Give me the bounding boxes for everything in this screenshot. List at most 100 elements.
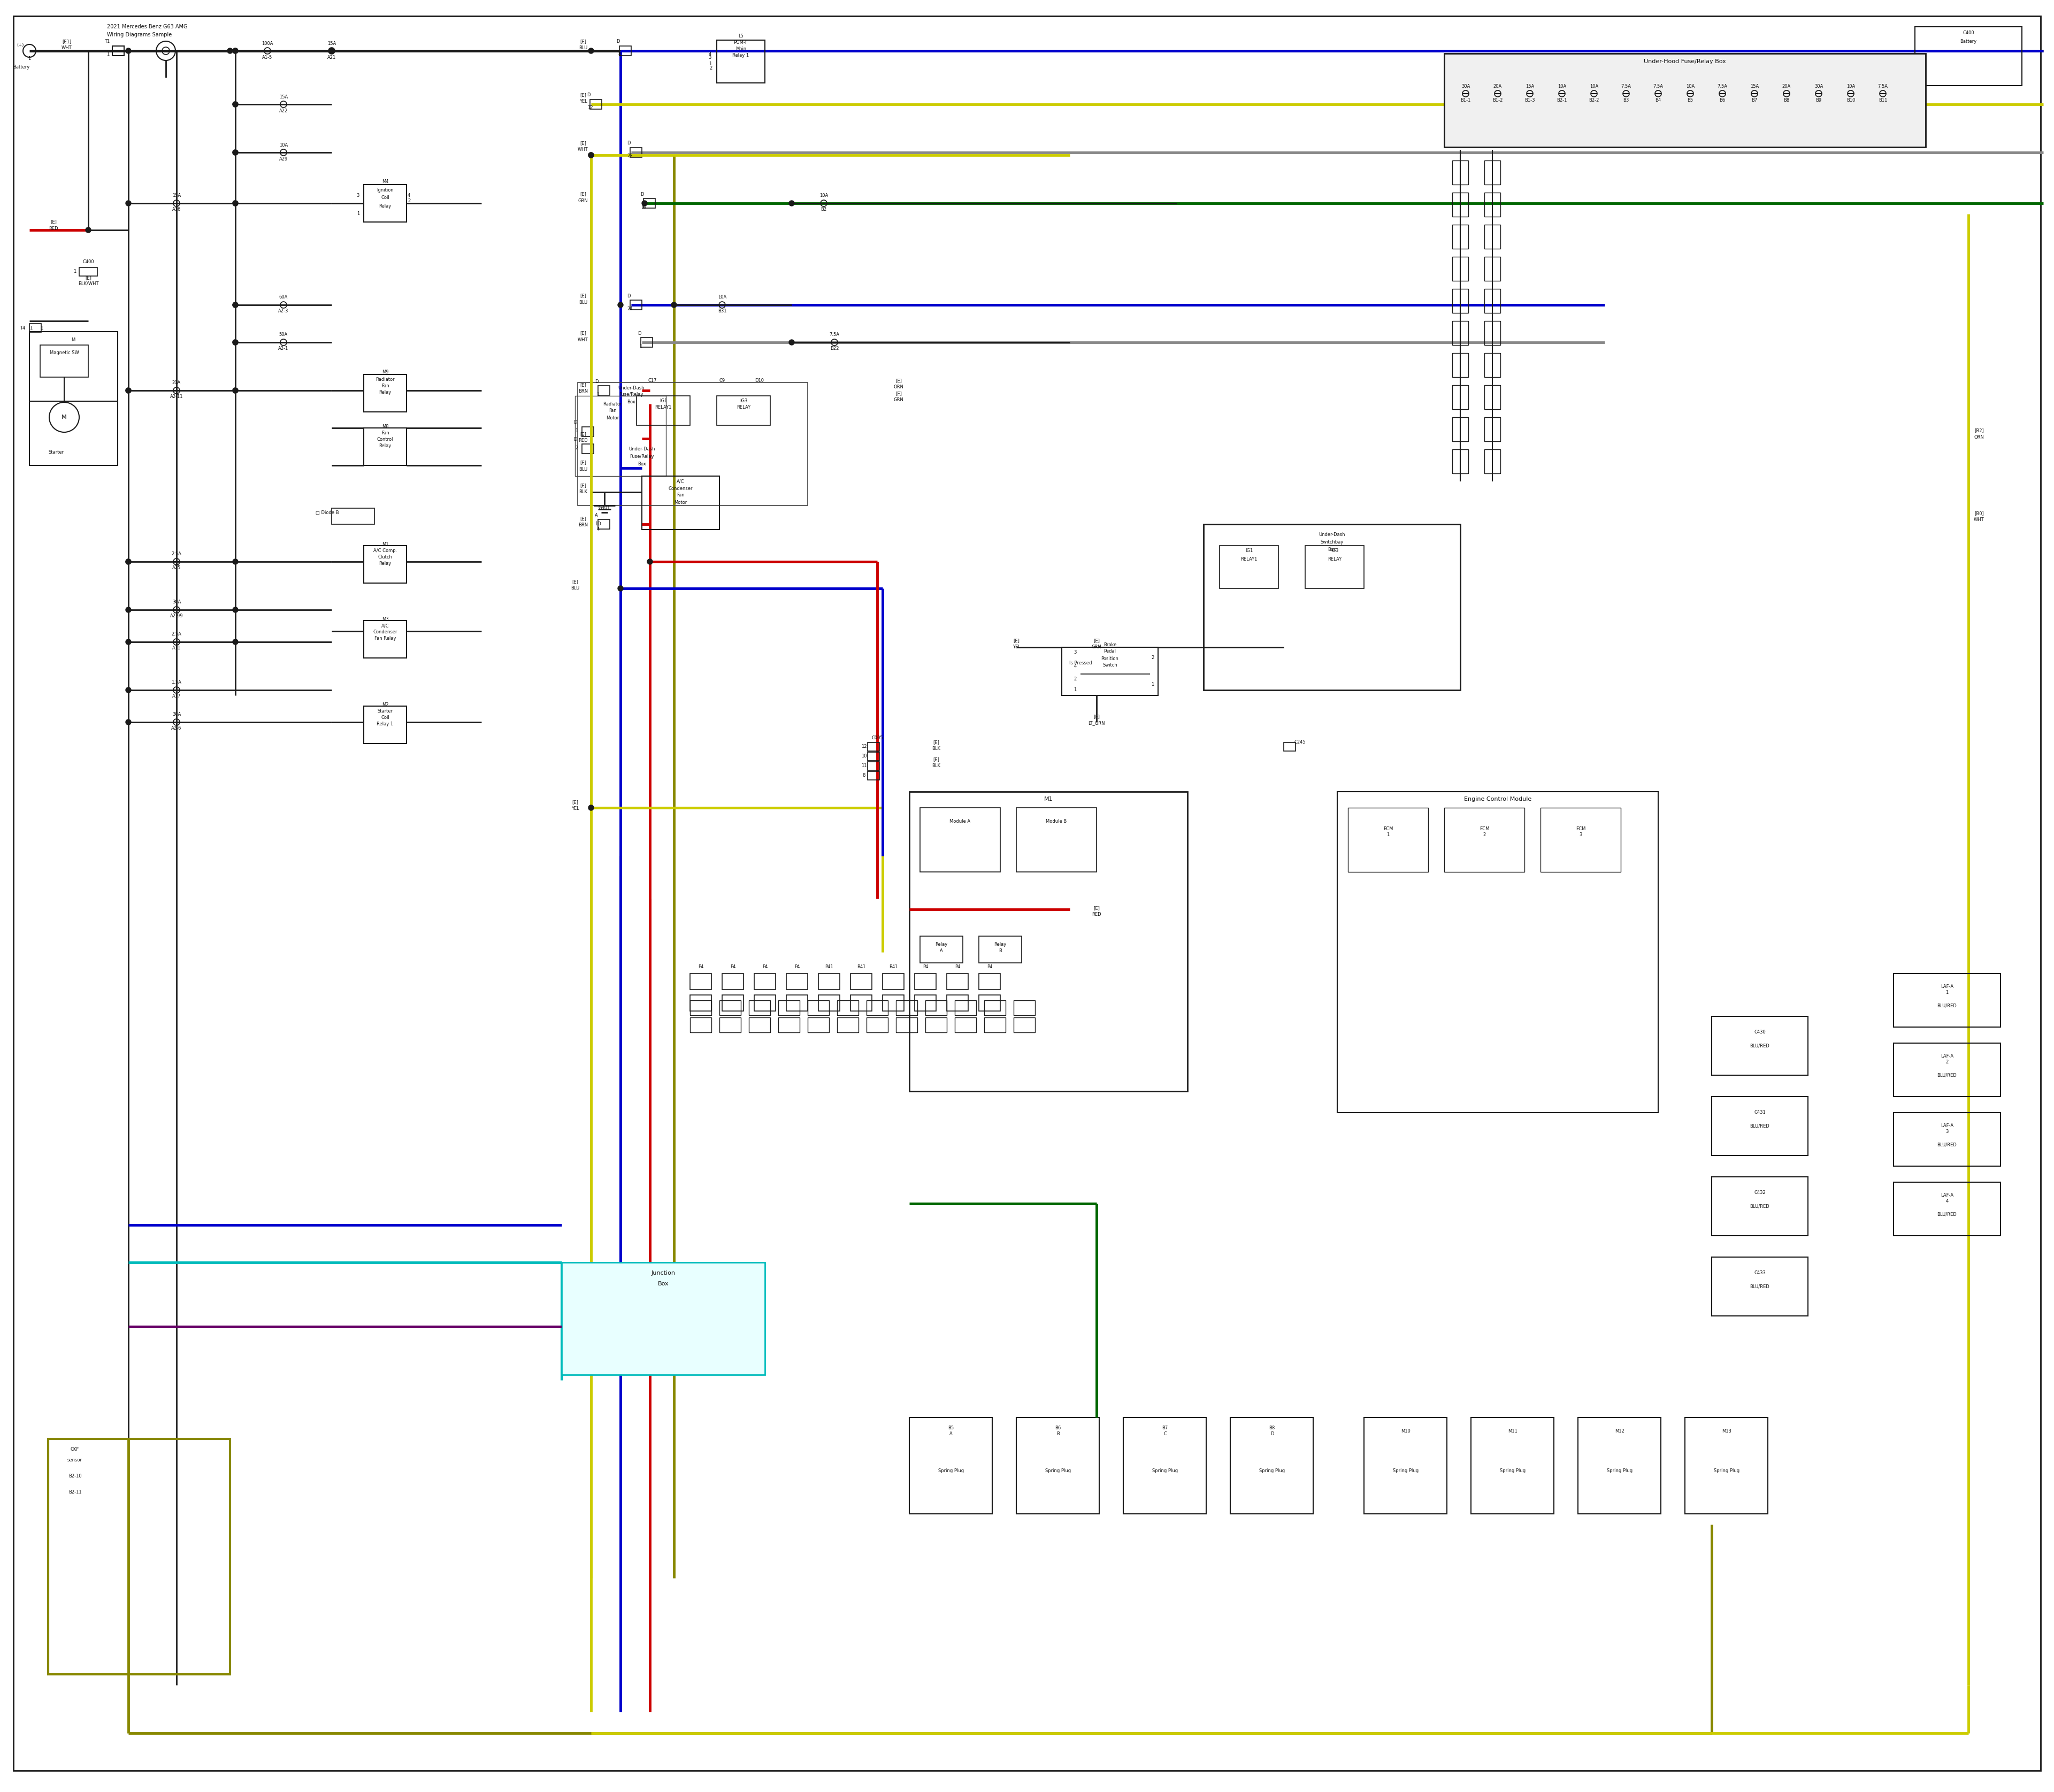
Text: B5: B5 — [1686, 97, 1692, 102]
Text: A/C: A/C — [676, 478, 684, 484]
Circle shape — [86, 228, 90, 233]
Bar — [364, 185, 407, 222]
Bar — [947, 973, 967, 989]
Circle shape — [232, 387, 238, 392]
Text: B2-1: B2-1 — [1557, 97, 1567, 102]
Bar — [1017, 808, 1097, 873]
Text: 1: 1 — [41, 326, 43, 330]
Bar — [896, 1018, 918, 1032]
Bar — [631, 299, 641, 310]
Text: [E]: [E] — [579, 332, 585, 335]
Bar — [364, 428, 407, 466]
Text: 10A: 10A — [279, 143, 288, 147]
Text: Fan: Fan — [608, 409, 616, 414]
Text: M10: M10 — [1401, 1428, 1411, 1434]
Text: Spring Plug: Spring Plug — [1393, 1469, 1419, 1473]
Circle shape — [125, 688, 131, 694]
Text: 8: 8 — [863, 772, 865, 778]
Text: [E1]: [E1] — [62, 39, 72, 45]
Text: 24: 24 — [626, 306, 633, 312]
Text: C9: C9 — [719, 378, 725, 383]
Bar — [1485, 192, 1499, 217]
Circle shape — [232, 340, 238, 346]
Text: A17: A17 — [173, 694, 181, 699]
Bar — [47, 1439, 230, 1674]
Text: Position: Position — [1101, 656, 1119, 661]
Circle shape — [232, 151, 238, 156]
Text: B22: B22 — [830, 346, 838, 351]
Bar — [1485, 224, 1499, 249]
Bar — [690, 1000, 711, 1016]
Text: [E]: [E] — [579, 461, 585, 466]
Text: 2: 2 — [407, 199, 411, 202]
Text: L5: L5 — [737, 34, 744, 39]
Text: M: M — [62, 414, 68, 419]
Text: Battery: Battery — [1960, 39, 1976, 45]
Text: LAF-A
3: LAF-A 3 — [1941, 1124, 1953, 1134]
Text: Magnetic SW: Magnetic SW — [49, 351, 78, 355]
Text: M1: M1 — [1043, 796, 1054, 801]
Bar — [1452, 418, 1469, 441]
Text: Fan: Fan — [382, 383, 388, 389]
Text: [E]: [E] — [579, 383, 585, 387]
Text: Fan: Fan — [382, 430, 388, 435]
Bar — [641, 337, 653, 348]
Bar — [1894, 1043, 2001, 1097]
Circle shape — [641, 201, 647, 206]
Text: 2: 2 — [1074, 677, 1076, 681]
Text: M1: M1 — [382, 543, 388, 547]
Text: Engine Control Module: Engine Control Module — [1465, 796, 1532, 801]
Text: 20A: 20A — [1493, 84, 1501, 88]
Bar — [80, 267, 97, 276]
Text: A2-11: A2-11 — [170, 394, 183, 400]
Text: C245: C245 — [1294, 740, 1306, 745]
Text: P4: P4 — [922, 964, 928, 969]
Circle shape — [232, 48, 238, 54]
Text: [E]: [E] — [579, 39, 585, 45]
Text: BLU: BLU — [579, 299, 587, 305]
Text: IG1: IG1 — [1245, 548, 1253, 554]
Text: ECM
1: ECM 1 — [1382, 826, 1393, 837]
Bar — [867, 762, 879, 771]
Text: 15A: 15A — [1750, 84, 1758, 88]
Text: B6
B: B6 B — [1056, 1426, 1062, 1435]
Circle shape — [587, 152, 594, 158]
Bar — [1711, 1177, 1808, 1236]
Text: [E]: [E] — [571, 799, 577, 805]
Text: Box: Box — [637, 462, 647, 466]
Bar — [1124, 1417, 1206, 1514]
Text: RED: RED — [579, 439, 587, 443]
Bar — [717, 396, 770, 425]
Text: A21: A21 — [327, 56, 337, 59]
Text: T4: T4 — [21, 326, 25, 330]
Bar — [637, 396, 690, 425]
Text: IG3: IG3 — [739, 400, 748, 403]
Bar — [867, 771, 879, 780]
Text: [E]: [E] — [579, 484, 585, 487]
Bar — [955, 1018, 976, 1032]
Text: 7.5A: 7.5A — [830, 333, 840, 337]
Text: Relay: Relay — [378, 204, 392, 208]
Bar — [926, 1000, 947, 1016]
Text: D: D — [641, 192, 643, 197]
Text: ORN: ORN — [1974, 435, 1984, 439]
Bar — [867, 1000, 887, 1016]
Text: [E]: [E] — [896, 378, 902, 383]
Text: 3: 3 — [709, 56, 711, 61]
Bar — [1452, 289, 1469, 314]
Bar — [29, 324, 41, 332]
Text: 1: 1 — [74, 269, 76, 274]
Text: B41: B41 — [889, 964, 898, 969]
Text: 4: 4 — [596, 527, 600, 532]
Text: BLU/RED: BLU/RED — [1937, 1004, 1957, 1009]
Bar — [331, 509, 374, 525]
Text: [E]: [E] — [579, 192, 585, 197]
Bar — [690, 973, 711, 989]
Circle shape — [232, 559, 238, 564]
Bar — [850, 995, 871, 1011]
Text: 3: 3 — [1074, 650, 1076, 656]
Text: Pedal: Pedal — [1103, 649, 1115, 654]
Text: M3: M3 — [382, 616, 388, 622]
Text: M12: M12 — [1614, 1428, 1625, 1434]
Circle shape — [672, 303, 676, 308]
